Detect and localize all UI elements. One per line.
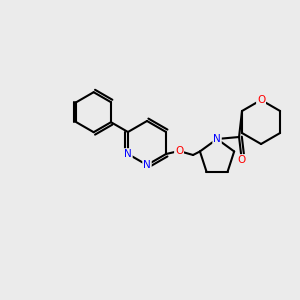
Text: O: O xyxy=(237,155,245,165)
Text: N: N xyxy=(213,134,221,144)
Text: N: N xyxy=(124,149,132,159)
Text: O: O xyxy=(257,95,265,105)
Text: O: O xyxy=(175,146,183,156)
Text: N: N xyxy=(143,160,151,170)
